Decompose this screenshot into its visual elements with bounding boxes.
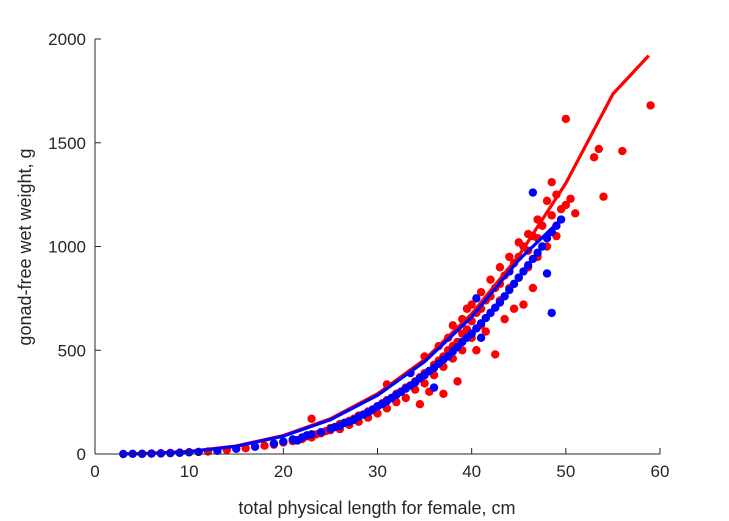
red-data-point <box>528 283 538 293</box>
red-data-point <box>491 350 500 359</box>
x-tick-label: 0 <box>90 462 99 481</box>
blue-data-point <box>429 383 439 392</box>
red-data-point <box>453 377 462 386</box>
blue-data-point <box>495 298 505 307</box>
blue-data-point <box>519 267 528 276</box>
red-data-point <box>594 144 603 154</box>
red-data-point <box>542 196 552 206</box>
red-data-point <box>495 263 505 272</box>
blue-data-point <box>533 248 542 257</box>
blue-data-point <box>307 430 316 439</box>
y-tick-label: 1500 <box>48 134 86 153</box>
blue-data-point <box>509 279 519 289</box>
y-tick-label: 2000 <box>48 30 86 49</box>
red-data-point <box>260 441 269 450</box>
y-axis-label: gonad-free wet weight, g <box>15 148 35 345</box>
blue-data-point <box>269 439 279 448</box>
y-tick-label: 500 <box>58 341 86 360</box>
red-data-point <box>307 414 316 423</box>
blue-data-point <box>538 242 547 251</box>
blue-data-point <box>514 273 523 282</box>
red-data-point <box>509 304 519 313</box>
red-data-point <box>561 114 571 124</box>
x-tick-label: 10 <box>180 462 199 481</box>
blue-data-point <box>472 294 481 303</box>
blue-fit-line <box>123 218 563 456</box>
blue-data-point <box>476 333 486 342</box>
x-tick-label: 40 <box>462 462 481 481</box>
red-data-point <box>401 393 410 403</box>
blue-series-points <box>119 188 566 459</box>
blue-data-point <box>250 442 260 451</box>
x-axis-ticks: 0 10 20 30 40 50 60 <box>90 448 669 481</box>
red-data-point <box>547 177 556 187</box>
y-tick-label: 1000 <box>48 238 86 257</box>
plot-background <box>95 39 660 454</box>
red-data-point <box>547 211 556 220</box>
red-data-point <box>618 146 627 156</box>
blue-data-point <box>528 254 538 264</box>
blue-data-point <box>547 308 556 318</box>
red-data-point <box>448 321 458 330</box>
red-data-point <box>571 209 580 218</box>
red-data-point <box>415 400 425 409</box>
red-data-point <box>566 194 575 203</box>
red-data-point <box>599 192 608 201</box>
red-data-point <box>476 287 486 297</box>
blue-data-point <box>316 428 326 437</box>
x-tick-label: 20 <box>274 462 293 481</box>
red-data-point <box>467 300 476 309</box>
red-data-point <box>646 101 655 110</box>
x-tick-label: 60 <box>651 462 670 481</box>
red-data-point <box>519 300 528 309</box>
y-axis-ticks: 0 500 1000 1500 2000 <box>48 30 101 464</box>
red-data-point <box>439 389 448 399</box>
x-tick-label: 30 <box>368 462 387 481</box>
y-tick-label: 0 <box>77 445 86 464</box>
red-data-point <box>500 314 509 324</box>
red-data-point <box>472 346 481 355</box>
blue-data-point <box>505 285 514 295</box>
red-data-point <box>589 153 599 162</box>
blue-data-point <box>523 260 533 270</box>
blue-data-point <box>279 437 288 446</box>
red-data-point <box>561 200 571 210</box>
red-data-point <box>481 327 490 336</box>
blue-data-point <box>500 292 509 301</box>
red-data-point <box>486 275 495 284</box>
red-data-point <box>505 252 514 262</box>
x-axis-label: total physical length for female, cm <box>238 498 515 518</box>
plot-area <box>95 39 660 454</box>
blue-data-point <box>542 269 552 278</box>
x-tick-label: 50 <box>556 462 575 481</box>
blue-data-point <box>528 188 538 197</box>
